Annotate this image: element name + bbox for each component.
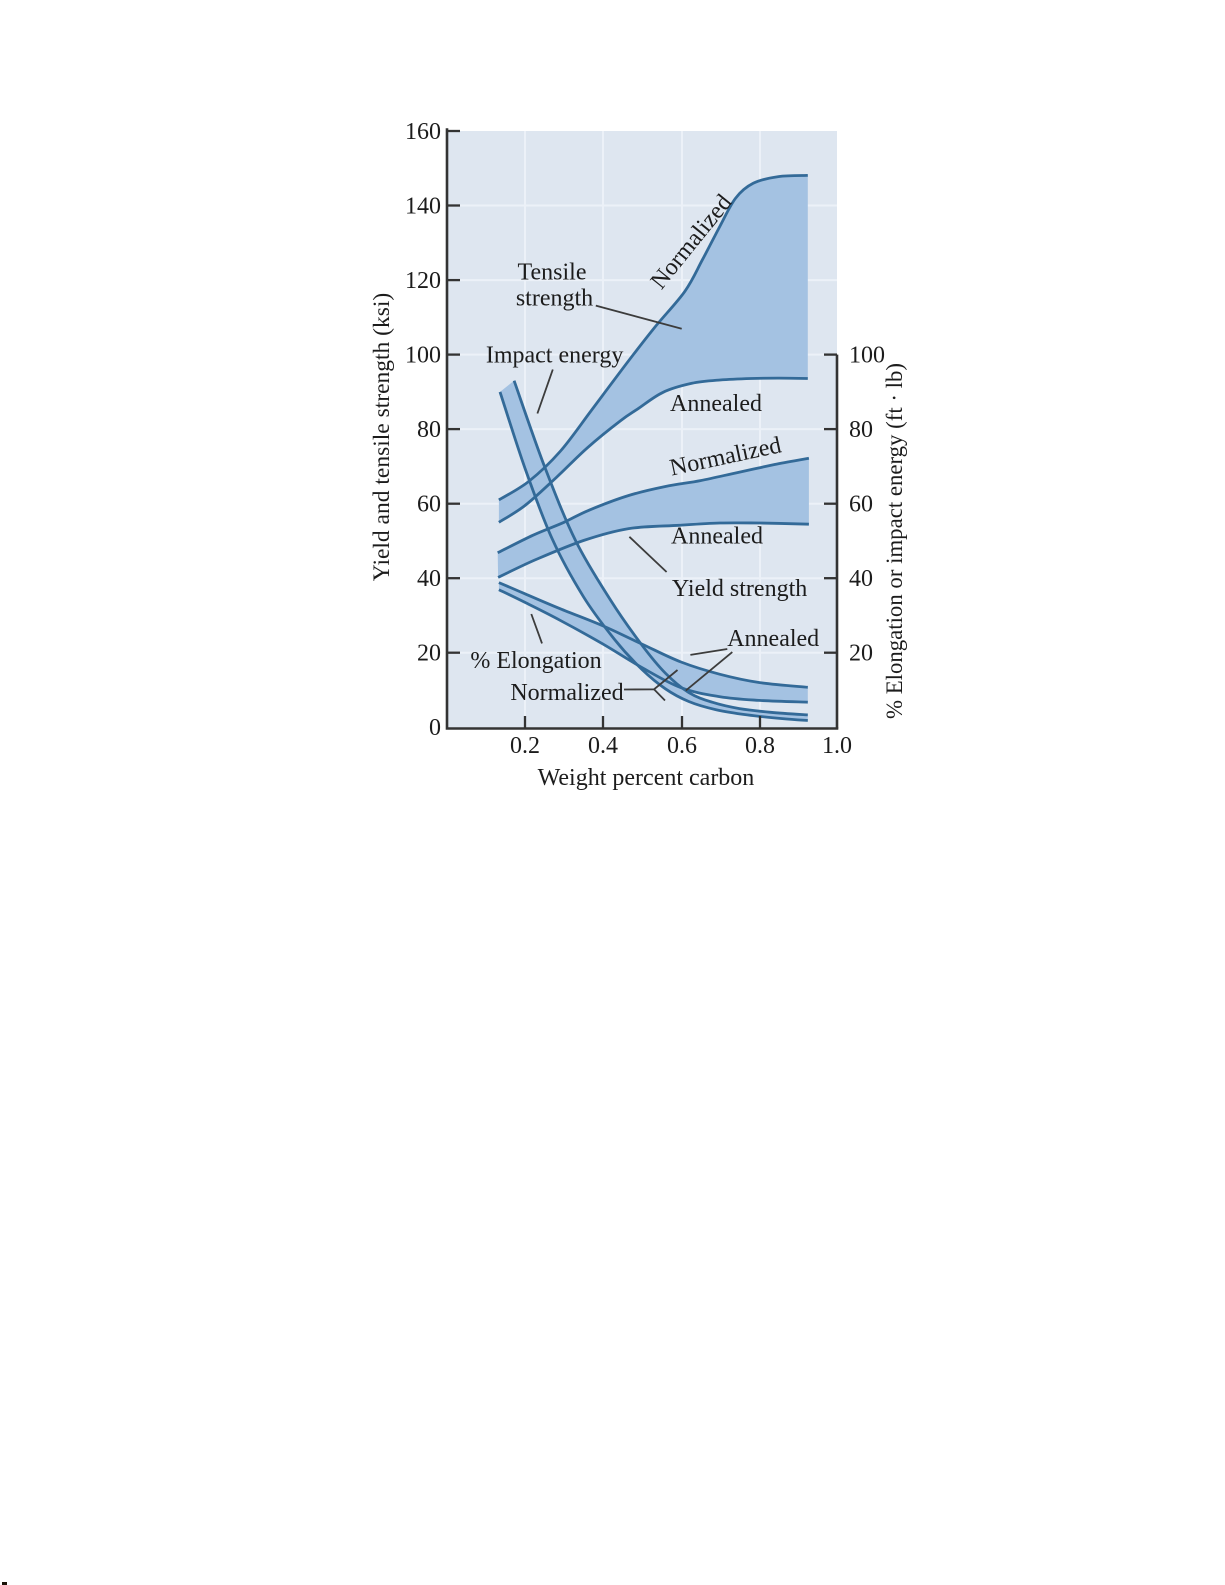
svg-text:140: 140 [405, 194, 441, 220]
svg-text:Annealed: Annealed [727, 626, 819, 652]
svg-text:0.6: 0.6 [667, 733, 697, 759]
svg-text:% Elongation or impact energy: % Elongation or impact energy (ft · lb) [882, 363, 907, 719]
svg-text:Annealed: Annealed [670, 391, 762, 417]
svg-text:100: 100 [849, 343, 885, 369]
svg-text:0.8: 0.8 [745, 733, 775, 759]
svg-text:% Elongation: % Elongation [470, 648, 601, 674]
svg-text:1.0: 1.0 [822, 733, 852, 759]
svg-text:Normalized: Normalized [510, 680, 623, 706]
svg-text:80: 80 [417, 417, 441, 443]
svg-text:Impact energy: Impact energy [486, 343, 624, 369]
svg-text:60: 60 [417, 492, 441, 518]
svg-text:Yield and tensile strength (ks: Yield and tensile strength (ksi) [369, 293, 395, 581]
svg-text:strength: strength [516, 286, 593, 312]
svg-text:40: 40 [417, 566, 441, 592]
svg-text:0: 0 [429, 715, 441, 741]
svg-text:Weight percent carbon: Weight percent carbon [538, 765, 755, 791]
svg-text:80: 80 [849, 417, 873, 443]
svg-text:100: 100 [405, 343, 441, 369]
svg-text:60: 60 [849, 492, 873, 518]
svg-text:Tensile: Tensile [518, 260, 587, 286]
svg-text:0.4: 0.4 [588, 733, 618, 759]
svg-text:20: 20 [417, 641, 441, 667]
svg-text:20: 20 [849, 641, 873, 667]
svg-text:40: 40 [849, 566, 873, 592]
svg-text:Yield strength: Yield strength [672, 576, 807, 602]
svg-text:0.2: 0.2 [510, 733, 540, 759]
svg-text:Annealed: Annealed [671, 524, 763, 550]
svg-text:160: 160 [405, 119, 441, 145]
svg-text:120: 120 [405, 268, 441, 294]
